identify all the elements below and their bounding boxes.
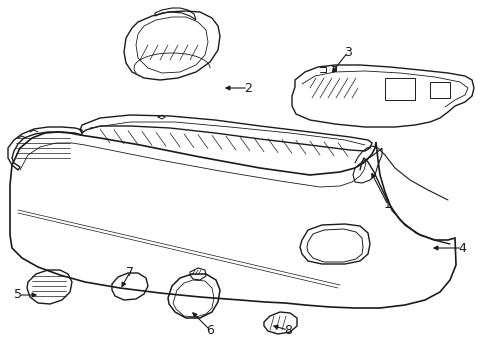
Text: 4: 4 xyxy=(458,242,466,255)
Text: 1: 1 xyxy=(384,198,392,211)
Text: 6: 6 xyxy=(206,324,214,337)
Text: 7: 7 xyxy=(126,266,134,279)
Text: 5: 5 xyxy=(14,288,22,302)
Text: 8: 8 xyxy=(284,324,292,337)
Text: 3: 3 xyxy=(344,45,352,58)
Text: 2: 2 xyxy=(244,81,252,94)
